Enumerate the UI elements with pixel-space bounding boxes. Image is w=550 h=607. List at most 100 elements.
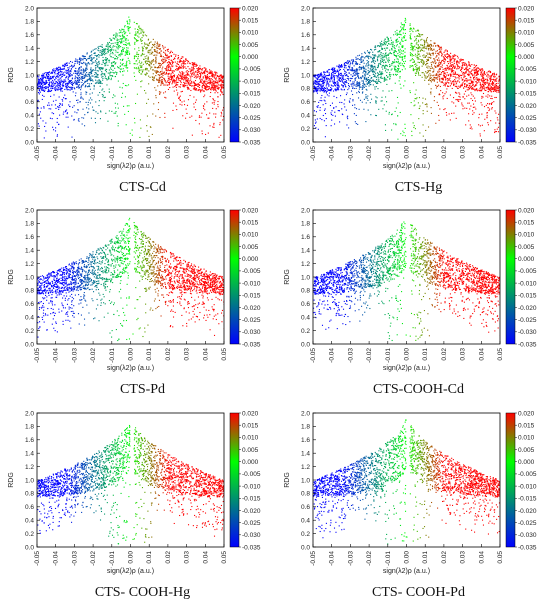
data-point xyxy=(171,83,173,85)
data-point xyxy=(453,66,455,68)
data-point xyxy=(176,69,178,71)
data-point xyxy=(79,67,81,69)
data-point xyxy=(84,76,86,79)
data-point xyxy=(74,70,76,72)
data-point xyxy=(458,61,460,63)
data-point xyxy=(388,59,390,61)
data-point xyxy=(155,70,157,72)
data-point xyxy=(428,53,430,55)
data-point xyxy=(454,72,456,74)
data-point xyxy=(371,66,373,68)
data-point xyxy=(345,109,347,111)
data-point xyxy=(78,62,80,64)
data-point xyxy=(498,91,500,93)
data-point xyxy=(402,45,404,47)
data-point xyxy=(366,60,368,62)
data-point xyxy=(438,59,440,61)
data-point xyxy=(384,66,386,68)
data-point xyxy=(147,60,149,63)
data-point xyxy=(121,32,123,34)
data-point xyxy=(378,51,380,53)
data-point xyxy=(74,62,76,65)
data-point xyxy=(439,48,441,50)
data-point xyxy=(315,74,317,77)
data-point xyxy=(112,61,114,63)
data-point xyxy=(396,39,398,41)
data-point xyxy=(155,61,157,63)
data-point xyxy=(451,64,453,66)
data-point xyxy=(477,78,479,80)
data-point xyxy=(446,69,448,71)
data-point xyxy=(193,71,195,73)
data-point xyxy=(442,68,444,70)
data-point xyxy=(380,58,382,60)
data-point xyxy=(191,115,193,117)
data-point xyxy=(463,87,465,89)
data-point xyxy=(156,67,158,69)
data-point xyxy=(441,82,443,84)
data-point xyxy=(106,69,108,71)
data-point xyxy=(431,79,434,81)
data-point xyxy=(329,80,331,82)
data-point xyxy=(319,107,321,109)
data-point xyxy=(107,50,109,52)
data-point xyxy=(189,80,191,82)
data-point xyxy=(91,70,93,72)
data-point xyxy=(468,61,470,63)
data-point xyxy=(483,130,485,132)
data-point xyxy=(313,74,315,77)
data-point xyxy=(385,47,388,49)
data-point xyxy=(319,99,321,102)
data-point xyxy=(420,61,422,63)
data-point xyxy=(84,114,86,116)
data-point xyxy=(206,70,208,72)
data-point xyxy=(372,59,374,61)
data-point xyxy=(333,77,335,79)
data-point xyxy=(445,78,447,80)
data-point xyxy=(398,33,400,35)
data-point xyxy=(456,62,458,64)
data-point xyxy=(316,92,319,94)
data-point xyxy=(443,58,445,60)
data-point xyxy=(177,92,179,94)
data-point xyxy=(467,79,469,81)
data-point xyxy=(372,60,374,62)
data-point xyxy=(46,77,48,79)
data-point xyxy=(60,68,62,70)
data-point xyxy=(159,93,161,95)
data-point xyxy=(170,74,172,76)
data-point xyxy=(485,81,487,83)
data-point xyxy=(431,49,433,51)
data-point xyxy=(149,62,151,64)
data-point xyxy=(167,73,169,75)
data-point xyxy=(418,33,420,35)
data-point xyxy=(102,59,104,61)
data-point xyxy=(173,74,176,76)
data-point xyxy=(459,60,461,62)
data-point xyxy=(472,110,474,112)
data-point xyxy=(70,81,73,83)
data-point xyxy=(400,56,402,58)
data-point xyxy=(158,81,160,83)
data-point xyxy=(182,78,184,80)
data-point xyxy=(375,102,377,104)
data-point xyxy=(402,24,404,26)
data-point xyxy=(381,48,384,50)
data-point xyxy=(324,96,326,98)
data-point xyxy=(338,67,340,69)
data-point xyxy=(134,41,136,43)
data-point xyxy=(82,73,84,76)
data-point xyxy=(494,87,496,89)
data-point xyxy=(220,84,222,86)
data-point xyxy=(486,114,488,116)
data-point xyxy=(43,81,45,84)
data-point xyxy=(456,98,458,101)
data-point xyxy=(86,107,88,109)
data-point xyxy=(207,85,209,88)
data-point xyxy=(186,80,189,82)
data-point xyxy=(51,87,54,90)
data-point xyxy=(391,90,393,92)
data-point xyxy=(81,117,83,119)
data-point xyxy=(108,78,110,80)
data-point xyxy=(320,74,322,76)
